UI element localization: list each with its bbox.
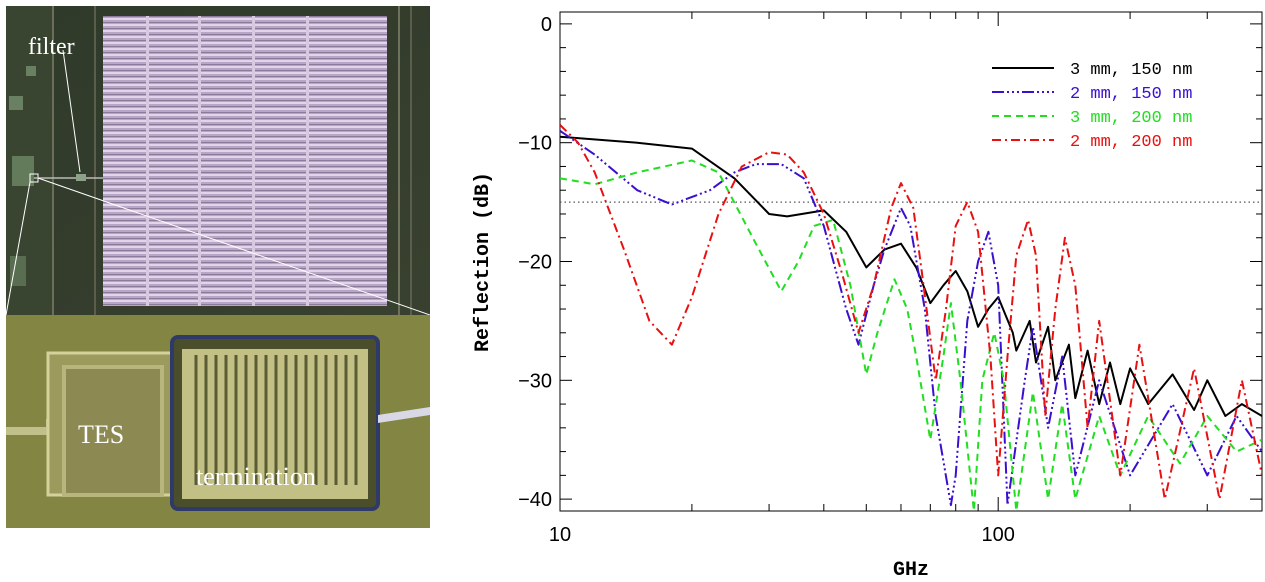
legend-label-1: 3 mm, 150 nm: [1070, 61, 1192, 80]
y-tick-label: −20: [518, 252, 552, 274]
y-tick-label: 0: [541, 14, 552, 36]
reflection-chart: 0 −10 −20 −30 −40 10 100 3 mm, 150 nm 2 mm, 150…: [472, 11, 1263, 582]
y-tick-label: −30: [518, 370, 552, 392]
absorber-micrograph: filter: [6, 6, 430, 315]
series-line-2: [560, 129, 1262, 507]
tes-micrograph: TES termination: [6, 315, 430, 528]
legend-label-4: 2 mm, 200 nm: [1070, 133, 1192, 152]
series-line-1: [560, 135, 1262, 417]
y-tick-label: −40: [518, 489, 552, 511]
y-axis-label: Reflection (dB): [472, 172, 495, 352]
series-line-4: [560, 124, 1262, 501]
x-tick-label: 10: [549, 524, 571, 546]
plot-frame: [559, 11, 1263, 512]
x-tick-label: 100: [981, 524, 1014, 546]
series-line-3: [560, 159, 1262, 511]
legend: 3 mm, 150 nm 2 mm, 150 nm 3 mm, 200 nm 2 mm…: [992, 61, 1192, 152]
absorber-array: [103, 16, 387, 306]
legend-label-2: 2 mm, 150 nm: [1070, 85, 1192, 104]
y-tick-label: −10: [518, 133, 552, 155]
tes-lead: [6, 419, 54, 435]
tes-label: TES: [78, 420, 124, 449]
filter-label: filter: [28, 34, 75, 60]
legend-label-3: 3 mm, 200 nm: [1070, 109, 1192, 128]
x-axis-label: GHz: [893, 559, 929, 582]
termination-label: termination: [196, 462, 316, 491]
